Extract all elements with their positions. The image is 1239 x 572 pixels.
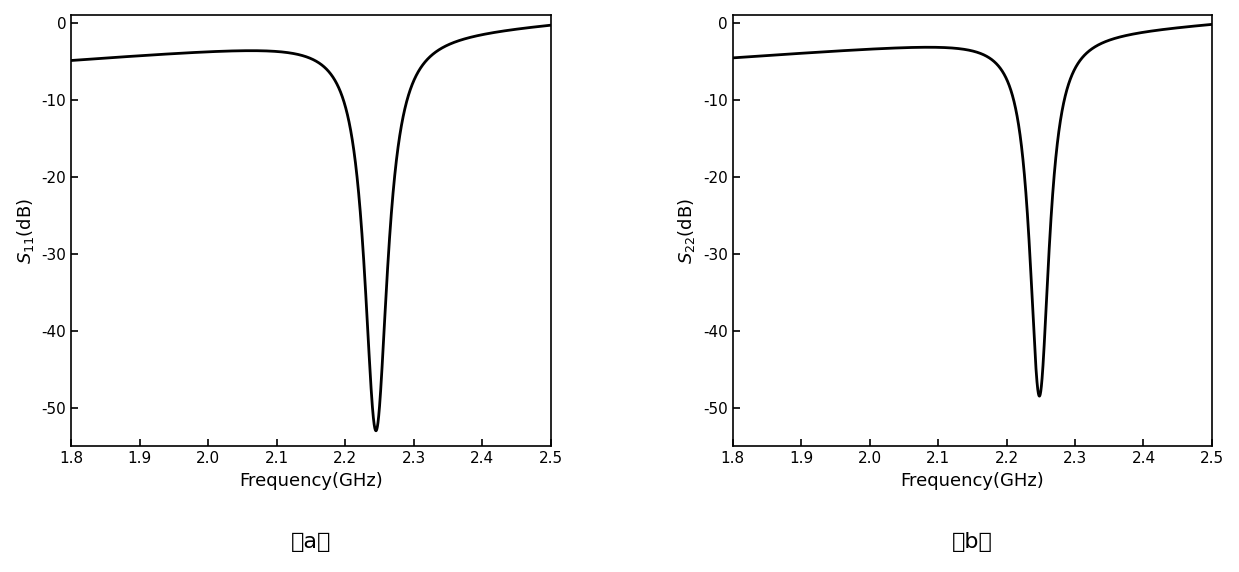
Text: （b）: （b）	[952, 533, 992, 553]
X-axis label: Frequency(GHz): Frequency(GHz)	[239, 471, 383, 490]
Y-axis label: $S_{22}$(dB): $S_{22}$(dB)	[676, 197, 698, 264]
Y-axis label: $S_{11}$(dB): $S_{11}$(dB)	[15, 197, 36, 264]
X-axis label: Frequency(GHz): Frequency(GHz)	[901, 471, 1044, 490]
Text: （a）: （a）	[291, 533, 331, 553]
